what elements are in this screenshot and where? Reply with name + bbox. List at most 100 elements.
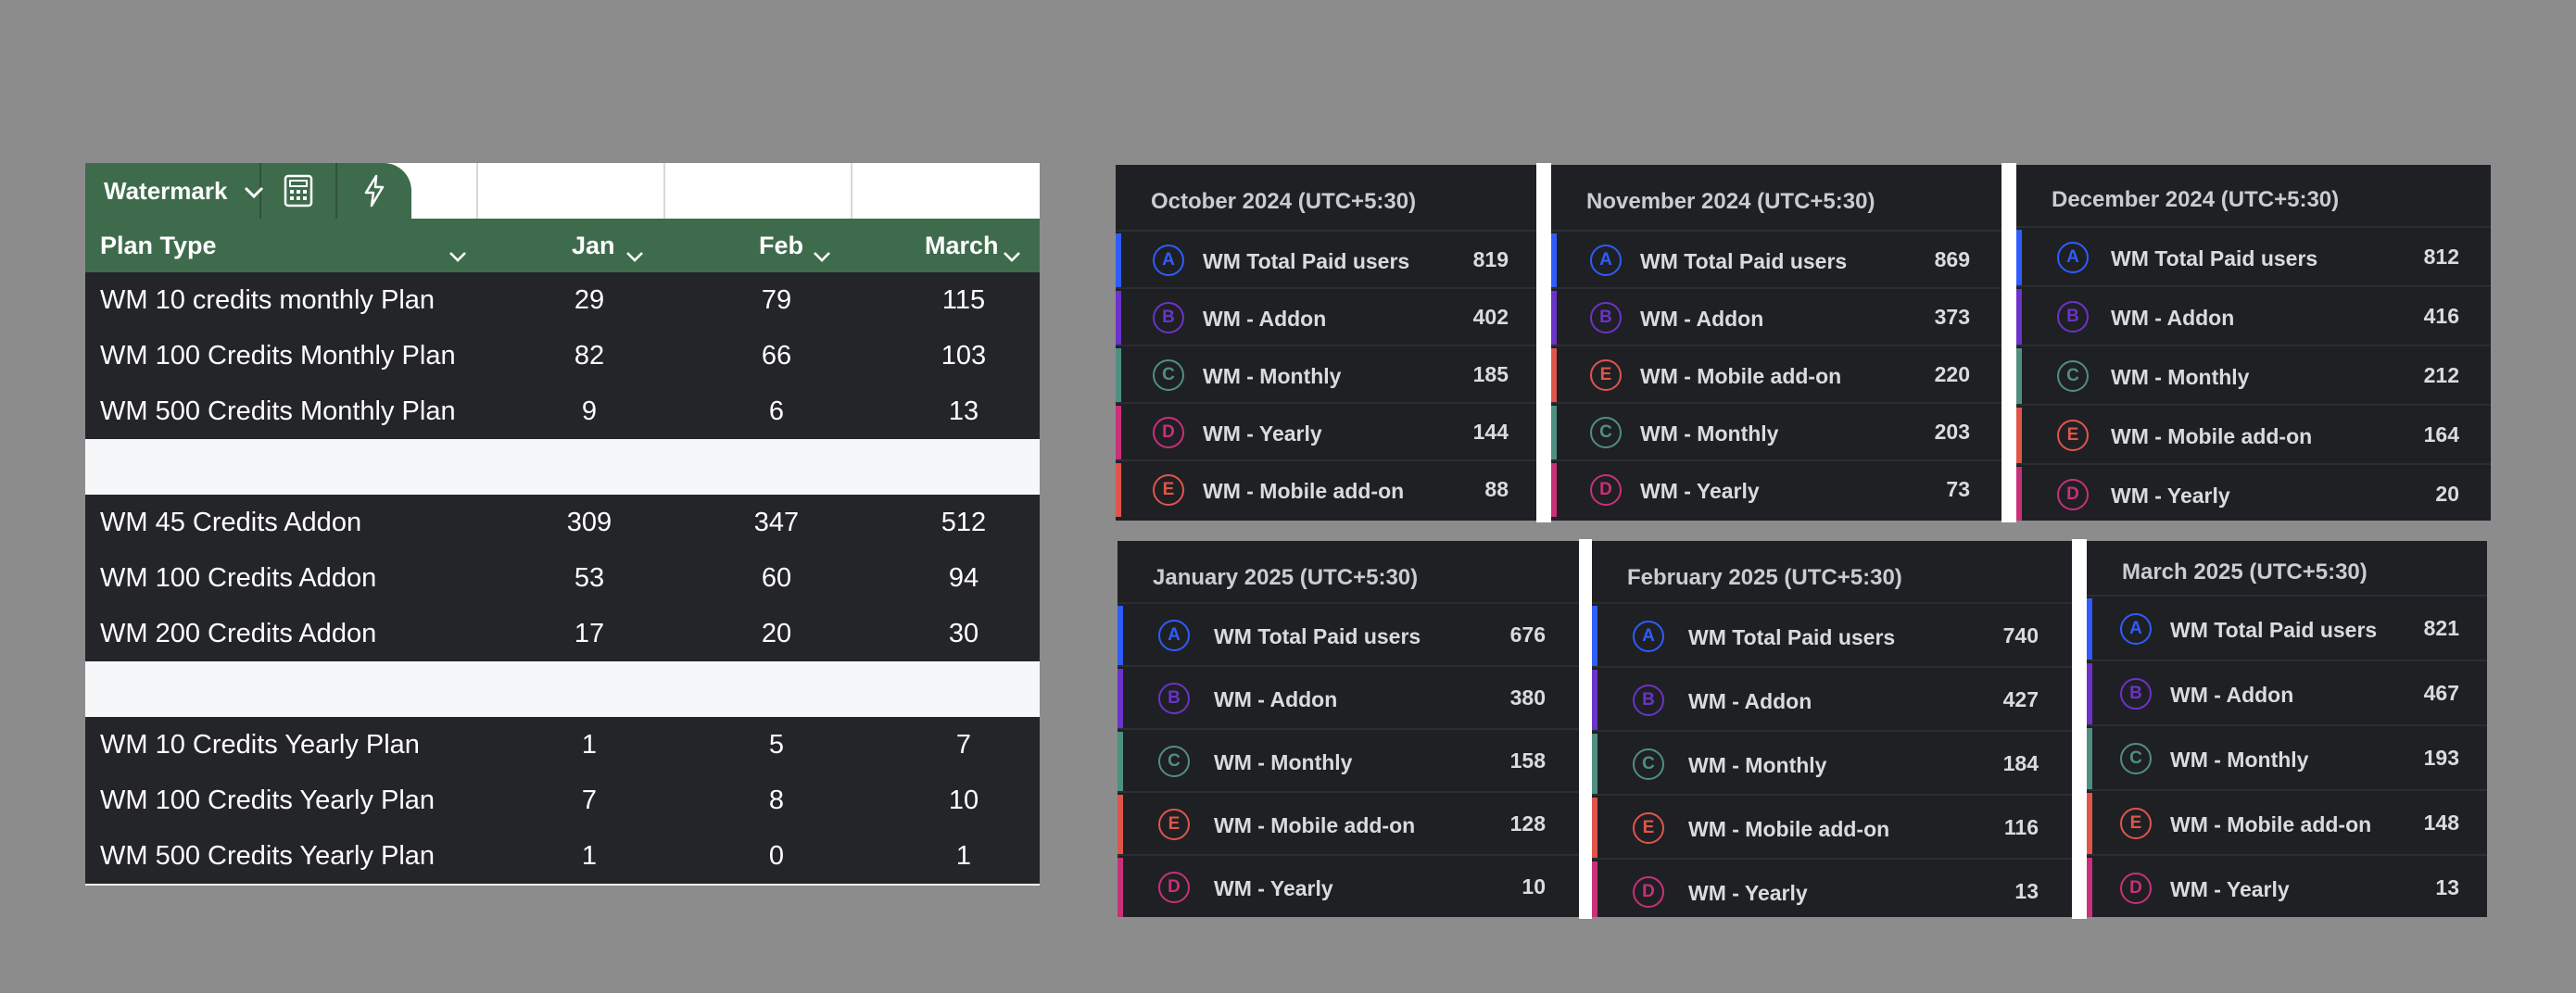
legend-row[interactable]: D WM - Yearly 13 <box>2087 854 2487 917</box>
cell-feb[interactable]: 5 <box>768 729 785 760</box>
cell-jan[interactable]: 7 <box>581 785 598 815</box>
cell-plan-type[interactable]: WM 10 Credits Yearly Plan <box>100 729 420 760</box>
cell-march[interactable]: 103 <box>941 340 987 371</box>
header-jan[interactable]: Jan <box>525 219 653 272</box>
cell-march[interactable]: 30 <box>948 618 979 648</box>
series-value: 380 <box>1509 685 1546 710</box>
legend-row[interactable]: E WM - Mobile add-on 164 <box>2016 404 2491 465</box>
legend-row[interactable]: C WM - Monthly 203 <box>1551 402 2001 461</box>
legend-row[interactable]: A WM Total Paid users 812 <box>2016 226 2491 287</box>
empty-row[interactable] <box>85 439 1040 495</box>
chevron-down-icon[interactable] <box>244 177 264 206</box>
series-color-bar <box>1118 858 1123 917</box>
cell-march[interactable]: 13 <box>948 396 979 426</box>
chevron-down-icon[interactable] <box>625 240 644 269</box>
cell-feb[interactable]: 66 <box>761 340 792 371</box>
sheet-tab-watermark[interactable]: Watermark <box>85 163 264 219</box>
series-value: 869 <box>1934 247 1970 271</box>
cell-feb[interactable]: 347 <box>753 507 800 537</box>
legend-row[interactable]: C WM - Monthly 184 <box>1592 730 2072 796</box>
legend-row[interactable]: C WM - Monthly 212 <box>2016 345 2491 406</box>
calculator-icon[interactable] <box>261 163 337 219</box>
legend-row[interactable]: C WM - Monthly 158 <box>1118 728 1579 793</box>
legend-row[interactable]: A WM Total Paid users 869 <box>1551 230 2001 289</box>
header-plan-type[interactable]: Plan Type <box>100 219 480 272</box>
legend-row[interactable]: A WM Total Paid users 740 <box>1592 602 2072 668</box>
table-row[interactable]: WM 500 Credits Yearly Plan 1 0 1 <box>85 828 1040 884</box>
legend-row[interactable]: A WM Total Paid users 676 <box>1118 602 1579 667</box>
cell-jan[interactable]: 1 <box>581 729 598 760</box>
lightning-icon[interactable] <box>337 163 411 219</box>
cell-march[interactable]: 94 <box>948 562 979 593</box>
cell-feb[interactable]: 0 <box>768 840 785 871</box>
series-color-bar <box>1592 861 1597 917</box>
legend-row[interactable]: E WM - Mobile add-on 116 <box>1592 794 2072 860</box>
legend-row[interactable]: B WM - Addon 467 <box>2087 660 2487 726</box>
table-row[interactable]: WM 100 Credits Addon 53 60 94 <box>85 550 1040 606</box>
cell-plan-type[interactable]: WM 100 Credits Addon <box>100 562 377 593</box>
header-feb[interactable]: Feb <box>713 219 840 272</box>
cell-plan-type[interactable]: WM 10 credits monthly Plan <box>100 284 436 315</box>
cell-march[interactable]: 10 <box>948 785 979 815</box>
legend-row[interactable]: E WM - Mobile add-on 88 <box>1116 459 1536 519</box>
cell-plan-type[interactable]: WM 500 Credits Yearly Plan <box>100 840 436 871</box>
header-label: Feb <box>759 231 804 259</box>
cell-feb[interactable]: 79 <box>761 284 792 315</box>
chevron-down-icon[interactable] <box>813 240 831 269</box>
series-label: WM - Mobile add-on <box>1640 364 1842 388</box>
legend-row[interactable]: A WM Total Paid users 819 <box>1116 230 1536 289</box>
cell-march[interactable]: 1 <box>955 840 972 871</box>
table-row[interactable]: WM 200 Credits Addon 17 20 30 <box>85 606 1040 661</box>
legend-row[interactable]: E WM - Mobile add-on 128 <box>1118 791 1579 856</box>
legend-row[interactable]: A WM Total Paid users 821 <box>2087 595 2487 661</box>
table-row[interactable]: WM 45 Credits Addon 309 347 512 <box>85 495 1040 550</box>
chevron-down-icon[interactable] <box>1003 240 1021 269</box>
cell-jan[interactable]: 29 <box>574 284 605 315</box>
legend-row[interactable]: D WM - Yearly 144 <box>1116 402 1536 461</box>
cell-jan[interactable]: 82 <box>574 340 605 371</box>
legend-row[interactable]: B WM - Addon 380 <box>1118 665 1579 730</box>
legend-row[interactable]: B WM - Addon 416 <box>2016 285 2491 346</box>
cell-plan-type[interactable]: WM 100 Credits Monthly Plan <box>100 340 456 371</box>
header-march[interactable]: March <box>886 219 1030 272</box>
cell-plan-type[interactable]: WM 100 Credits Yearly Plan <box>100 785 436 815</box>
chevron-down-icon[interactable] <box>448 240 467 269</box>
legend-row[interactable]: C WM - Monthly 193 <box>2087 724 2487 791</box>
panel-february-2025: February 2025 (UTC+5:30) A WM Total Paid u… <box>1592 541 2072 917</box>
series-color-bar <box>2087 663 2092 724</box>
cell-jan[interactable]: 17 <box>574 618 605 648</box>
series-letter-badge: B <box>1590 302 1622 333</box>
legend-row[interactable]: B WM - Addon 427 <box>1592 666 2072 732</box>
legend-row[interactable]: B WM - Addon 373 <box>1551 287 2001 346</box>
cell-jan[interactable]: 9 <box>581 396 598 426</box>
cell-jan[interactable]: 309 <box>566 507 612 537</box>
table-row[interactable]: WM 10 Credits Yearly Plan 1 5 7 <box>85 717 1040 773</box>
cell-feb[interactable]: 20 <box>761 618 792 648</box>
cell-march[interactable]: 115 <box>941 284 986 315</box>
empty-row[interactable] <box>85 661 1040 717</box>
cell-plan-type[interactable]: WM 200 Credits Addon <box>100 618 377 648</box>
table-row[interactable]: WM 100 Credits Yearly Plan 7 8 10 <box>85 773 1040 828</box>
legend-row[interactable]: D WM - Yearly 13 <box>1592 858 2072 917</box>
series-label: WM - Mobile add-on <box>2111 424 2313 448</box>
legend-row[interactable]: E WM - Mobile add-on 148 <box>2087 789 2487 856</box>
legend-row[interactable]: D WM - Yearly 73 <box>1551 459 2001 519</box>
series-letter-badge: A <box>1590 245 1622 276</box>
legend-row[interactable]: D WM - Yearly 20 <box>2016 463 2491 521</box>
cell-jan[interactable]: 53 <box>574 562 605 593</box>
cell-feb[interactable]: 60 <box>761 562 792 593</box>
cell-jan[interactable]: 1 <box>581 840 598 871</box>
cell-plan-type[interactable]: WM 500 Credits Monthly Plan <box>100 396 456 426</box>
legend-row[interactable]: D WM - Yearly 10 <box>1118 854 1579 917</box>
cell-plan-type[interactable]: WM 45 Credits Addon <box>100 507 362 537</box>
table-row[interactable]: WM 500 Credits Monthly Plan 9 6 13 <box>85 383 1040 439</box>
cell-feb[interactable]: 6 <box>768 396 785 426</box>
cell-feb[interactable]: 8 <box>768 785 785 815</box>
table-row[interactable]: WM 10 credits monthly Plan 29 79 115 <box>85 272 1040 328</box>
legend-row[interactable]: C WM - Monthly 185 <box>1116 345 1536 404</box>
table-row[interactable]: WM 100 Credits Monthly Plan 82 66 103 <box>85 328 1040 383</box>
cell-march[interactable]: 7 <box>955 729 972 760</box>
cell-march[interactable]: 512 <box>941 507 987 537</box>
legend-row[interactable]: B WM - Addon 402 <box>1116 287 1536 346</box>
legend-row[interactable]: E WM - Mobile add-on 220 <box>1551 345 2001 404</box>
